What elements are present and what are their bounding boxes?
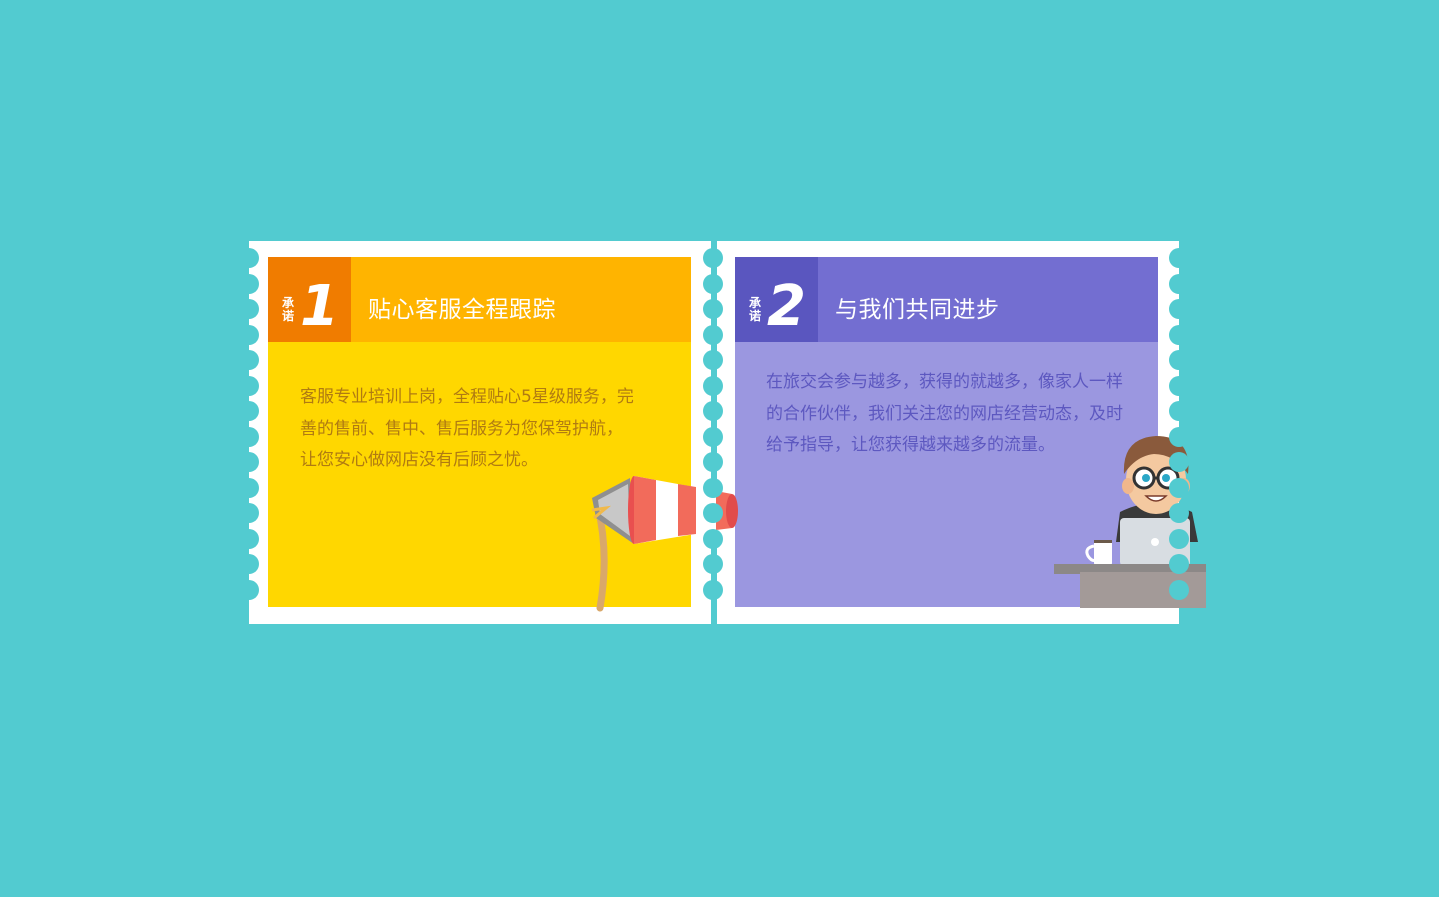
perforation-hole <box>1169 248 1189 268</box>
perforation-hole <box>703 554 723 574</box>
promise-card-2-header: 承诺 2 与我们共同进步 <box>735 257 1158 342</box>
perforation-hole <box>239 273 259 294</box>
perforation-hole <box>239 554 259 574</box>
perforation-hole <box>703 324 723 345</box>
promise-2-number: 2 <box>767 274 806 339</box>
perforation-hole <box>1169 401 1189 421</box>
promise-card-1-header: 承诺 1 贴心客服全程跟踪 <box>268 257 691 342</box>
promise-2-body-line: 在旅交会参与越多，获得的就越多，像家人一样 <box>766 372 1123 392</box>
promise-1-body-line: 善的售前、售中、售后服务为您保驾护航， <box>300 418 623 439</box>
perforation-hole <box>1169 477 1189 498</box>
perforation-hole <box>703 350 723 370</box>
perforation-hole <box>1169 350 1189 370</box>
perforation-hole <box>1169 452 1189 472</box>
perforation-hole <box>239 452 259 472</box>
perforation-hole <box>1169 426 1189 447</box>
perforation-hole <box>239 350 259 370</box>
promise-1-body-line: 让您安心做网店没有后顾之忧。 <box>300 450 538 470</box>
promise-1-body-line: 客服专业培训上岗，全程贴心5星级服务，完 <box>300 387 634 407</box>
promise-2-body-line: 的合作伙伴，我们关注您的网店经营动态，及时 <box>766 403 1123 424</box>
perforation-hole <box>1169 503 1189 523</box>
perforation-hole <box>239 401 259 421</box>
perforation-hole <box>703 528 723 549</box>
promise-1-title: 贴心客服全程跟踪 <box>368 297 556 323</box>
perforation-hole <box>239 375 259 396</box>
perforation-hole <box>239 426 259 447</box>
perforation-hole <box>703 299 723 319</box>
promise-1-number: 1 <box>300 274 339 339</box>
windsock-icon <box>591 476 738 612</box>
promise-2-title: 与我们共同进步 <box>835 297 1000 323</box>
perforation-hole <box>239 248 259 268</box>
perforation-hole <box>1169 579 1189 600</box>
person-laptop-icon <box>1054 436 1206 608</box>
promise-2-body: 在旅交会参与越多，获得的就越多，像家人一样 的合作伙伴，我们关注您的网店经营动态… <box>766 367 1146 462</box>
promise-2-body-line: 给予指导，让您获得越来越多的流量。 <box>766 435 1055 455</box>
perforation-hole <box>703 248 723 268</box>
perforation-hole <box>703 477 723 498</box>
promise-card-1: 承诺 1 贴心客服全程跟踪 客服专业培训上岗，全程贴心5星级服务，完 善的售前、… <box>249 241 711 624</box>
perforation-hole <box>1169 554 1189 574</box>
perforation-hole <box>703 401 723 421</box>
perforation-hole <box>1169 324 1189 345</box>
perforation-hole <box>1169 273 1189 294</box>
perforation-hole <box>703 375 723 396</box>
perforation-hole <box>239 503 259 523</box>
promise-card-1-panel: 承诺 1 贴心客服全程跟踪 客服专业培训上岗，全程贴心5星级服务，完 善的售前、… <box>268 257 691 607</box>
perforation-hole <box>239 299 259 319</box>
promise-1-badge: 承诺 1 <box>268 257 351 342</box>
promise-2-badge-label: 承诺 <box>749 296 762 323</box>
perforation-hole <box>239 528 259 549</box>
promise-2-badge: 承诺 2 <box>735 257 818 342</box>
perforation-hole <box>1169 299 1189 319</box>
perforation-hole <box>703 426 723 447</box>
perforation-hole <box>239 477 259 498</box>
perforation-hole <box>703 579 723 600</box>
promise-1-body: 客服专业培训上岗，全程贴心5星级服务，完 善的售前、售中、售后服务为您保驾护航，… <box>300 382 660 477</box>
perforation-hole <box>703 503 723 523</box>
perforation-hole <box>1169 375 1189 396</box>
perforation-hole <box>239 579 259 600</box>
promise-1-badge-label: 承诺 <box>282 296 295 323</box>
perforation-hole <box>703 452 723 472</box>
perforation-hole <box>703 273 723 294</box>
perforation-hole <box>1169 528 1189 549</box>
perforation-hole <box>239 324 259 345</box>
